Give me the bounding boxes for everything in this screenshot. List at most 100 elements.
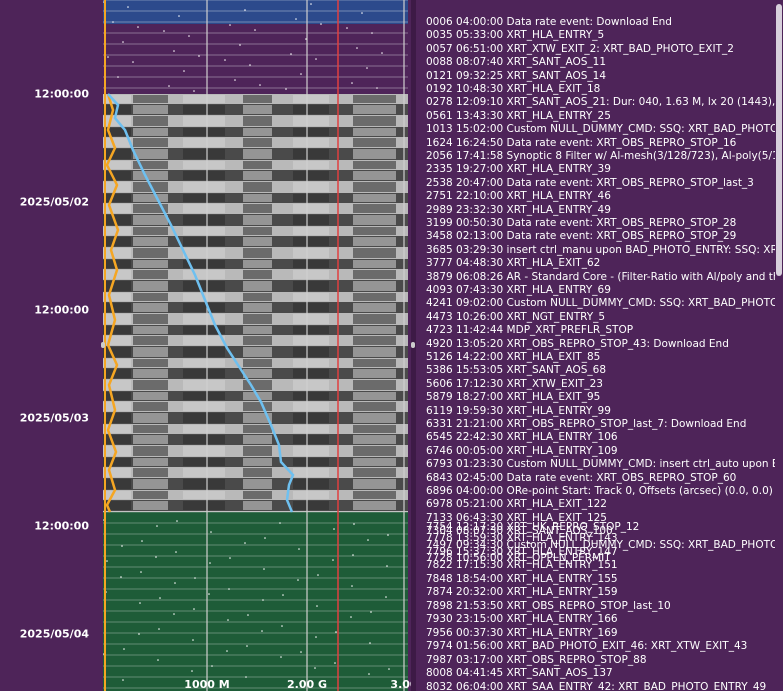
event-row[interactable]: 6119 19:59:30 XRT_HLA_ENTRY_99 <box>426 404 611 417</box>
event-row[interactable]: 2056 17:41:58 Synoptic 8 Filter w/ Al-me… <box>426 150 775 162</box>
observation-segment <box>183 479 225 489</box>
observation-segment <box>243 293 272 301</box>
event-row[interactable]: 5386 15:53:05 XRT_SANT_AOS_68 <box>426 364 607 377</box>
panel-divider[interactable] <box>411 0 416 691</box>
event-row[interactable]: 7822 17:15:30 XRT_HLA_ENTRY_151 <box>426 559 618 571</box>
event-row[interactable]: 4473 10:26:00 XRT_NGT_ENTRY_5 <box>426 310 606 323</box>
observation-segment <box>353 380 396 390</box>
data-volume-plot[interactable]: 1000 M 2.00 G 3.00 <box>103 0 411 691</box>
event-row[interactable]: 7778 13:59:30 XRT_HLA_ENTRY_143 <box>426 532 618 544</box>
data-dot <box>173 613 175 615</box>
observation-segment <box>243 369 272 378</box>
scrollbar-thumb[interactable] <box>776 4 782 276</box>
observation-segment <box>183 149 225 159</box>
observation-segment <box>243 402 272 411</box>
data-dot <box>209 562 211 564</box>
observation-segment <box>103 479 131 489</box>
observation-segment <box>103 95 131 103</box>
event-row[interactable]: 7304 08:07:30 XRT_SANT_AOS_100 <box>426 525 613 538</box>
event-row[interactable]: 7930 23:15:00 XRT_HLA_ENTRY_166 <box>426 613 618 625</box>
event-row[interactable]: 7956 00:37:30 XRT_HLA_ENTRY_169 <box>426 626 618 639</box>
event-row[interactable]: 6331 21:21:00 XRT_OBS_REPRO_STOP_last_7:… <box>426 418 747 430</box>
event-row[interactable]: 6746 00:05:00 XRT_HLA_ENTRY_109 <box>426 444 618 457</box>
observation-segment <box>133 293 168 301</box>
observation-segment <box>103 369 131 378</box>
event-row[interactable]: 1624 16:24:50 Data rate event: XRT_OBS_R… <box>426 136 737 149</box>
event-row[interactable]: 8008 04:41:45 XRT_SANT_AOS_137 <box>426 667 613 679</box>
event-row[interactable]: 7728 10:56:00 XRT_OPPLN_PERMIT <box>426 552 611 564</box>
observation-segment <box>353 182 396 192</box>
event-row[interactable]: 0561 13:43:30 XRT_HLA_ENTRY_25 <box>426 109 611 122</box>
observation-segment <box>243 303 272 312</box>
observation-segment <box>133 237 168 246</box>
observation-segment <box>103 326 131 334</box>
observation-segment <box>133 458 168 466</box>
event-row[interactable]: 7898 21:53:50 XRT_OBS_REPRO_STOP_last_10 <box>426 599 671 612</box>
event-row[interactable]: 7497 09:34:30 Custom NULL_DUMMY_CMD: SSQ… <box>426 538 775 551</box>
event-row[interactable]: 2538 20:47:00 Data rate event: XRT_OBS_R… <box>426 176 754 189</box>
data-dot <box>157 659 159 661</box>
event-row[interactable]: 6545 22:42:30 XRT_HLA_ENTRY_106 <box>426 431 618 444</box>
observation-segment <box>243 491 272 499</box>
data-dot <box>122 41 124 43</box>
event-row[interactable]: 2751 22:10:00 XRT_HLA_ENTRY_46 <box>426 190 611 203</box>
event-row[interactable]: 7133 06:43:30 XRT_HLA_EXIT_125 <box>426 511 607 524</box>
date-label: 2025/05/04 <box>19 627 89 641</box>
event-row[interactable]: 4920 13:05:20 XRT_OBS_REPRO_STOP_43: Dow… <box>426 337 729 350</box>
event-row[interactable]: 5879 18:27:00 XRT_HLA_EXIT_95 <box>426 391 601 404</box>
event-row[interactable]: 7754 12:17:20 XRT_HK_REPRO_STOP_12 <box>426 521 640 533</box>
event-row[interactable]: 0035 05:33:00 XRT_HLA_ENTRY_5 <box>426 29 605 42</box>
data-dot <box>107 56 109 58</box>
event-row[interactable]: 2335 19:27:00 XRT_HLA_ENTRY_39 <box>426 163 611 176</box>
event-row[interactable]: 8032 06:04:00 XRT_SAA_ENTRY_42: XRT_BAD_… <box>426 680 767 691</box>
event-row[interactable]: 7848 18:54:00 XRT_HLA_ENTRY_155 <box>426 572 618 585</box>
event-row[interactable]: 3458 02:13:00 Data rate event: XRT_OBS_R… <box>426 230 737 243</box>
observation-segment <box>133 128 168 136</box>
event-row[interactable]: 3685 03:29:30 insert ctrl_manu upon BAD_… <box>426 243 775 256</box>
observation-segment <box>243 501 272 510</box>
observation-segment <box>353 314 396 324</box>
observation-segment <box>133 138 168 147</box>
event-row[interactable]: 4093 07:43:30 XRT_HLA_ENTRY_69 <box>426 284 611 296</box>
plot-canvas[interactable] <box>103 0 411 691</box>
event-row[interactable]: 6896 04:00:00 ORe-point Start: Track 0, … <box>426 485 773 497</box>
event-row[interactable]: 4723 11:42:44 MDP_XRT_PREFLR_STOP <box>426 324 634 337</box>
event-row[interactable]: 6978 05:21:00 XRT_HLA_EXIT_122 <box>426 498 607 511</box>
resize-handle[interactable] <box>101 342 105 348</box>
observation-segment <box>133 270 168 279</box>
event-row[interactable]: 7796 15:37:30 XRT_HLA_ENTRY_147 <box>426 545 618 558</box>
event-list-scrollbar[interactable] <box>775 0 783 691</box>
observation-segment <box>293 491 329 499</box>
event-row[interactable]: 3879 06:08:26 AR - Standard Core - (Filt… <box>426 270 775 283</box>
observation-segment <box>243 161 272 169</box>
event-row[interactable]: 7974 01:56:00 XRT_BAD_PHOTO_EXIT_46: XRT… <box>426 640 748 652</box>
resize-handle[interactable] <box>411 342 415 348</box>
data-dot <box>227 619 229 621</box>
event-row[interactable]: 6843 02:45:00 Data rate event: XRT_OBS_R… <box>426 471 737 484</box>
event-row[interactable]: 2989 23:32:30 XRT_HLA_ENTRY_49 <box>426 203 611 216</box>
event-row[interactable]: 5126 14:22:00 XRT_HLA_EXIT_85 <box>426 351 601 363</box>
event-row[interactable]: 0088 08:07:40 XRT_SANT_AOS_11 <box>426 56 607 69</box>
observation-segment <box>293 468 329 477</box>
event-row[interactable]: 0192 10:48:30 XRT_HLA_EXIT_18 <box>426 83 601 95</box>
data-dot <box>138 633 140 635</box>
observation-segment <box>293 138 329 147</box>
event-row[interactable]: 7874 20:32:00 XRT_HLA_ENTRY_159 <box>426 586 618 598</box>
event-list[interactable]: 0006 04:00:00 Data rate event: Download … <box>416 0 775 691</box>
event-row[interactable]: 0121 09:32:25 XRT_SANT_AOS_14 <box>426 69 607 82</box>
data-dot <box>155 556 157 558</box>
event-row[interactable]: 6793 01:23:30 Custom NULL_DUMMY_CMD: ins… <box>426 458 775 471</box>
event-row[interactable]: 3199 00:50:30 Data rate event: XRT_OBS_R… <box>426 217 737 229</box>
data-dot <box>259 84 261 86</box>
event-row[interactable]: 0006 04:00:00 Data rate event: Download … <box>426 16 672 28</box>
event-row[interactable]: 7987 03:17:00 XRT_OBS_REPRO_STOP_88 <box>426 653 647 666</box>
event-row[interactable]: 4241 09:02:00 Custom NULL_DUMMY_CMD: SSQ… <box>426 297 775 310</box>
data-dot <box>387 534 389 536</box>
event-row[interactable]: 3777 04:48:30 XRT_HLA_EXIT_62 <box>426 257 601 270</box>
event-row[interactable]: 5606 17:12:30 XRT_XTW_EXIT_23 <box>426 377 603 390</box>
observation-segment <box>183 347 225 357</box>
event-row[interactable]: 0278 12:09:10 XRT_SANT_AOS_21: Dur: 040,… <box>426 96 775 109</box>
data-dot <box>315 636 317 638</box>
event-row[interactable]: 1013 15:02:00 Custom NULL_DUMMY_CMD: SSQ… <box>426 123 775 136</box>
event-row[interactable]: 0057 06:51:00 XRT_XTW_EXIT_2: XRT_BAD_PH… <box>426 42 734 55</box>
